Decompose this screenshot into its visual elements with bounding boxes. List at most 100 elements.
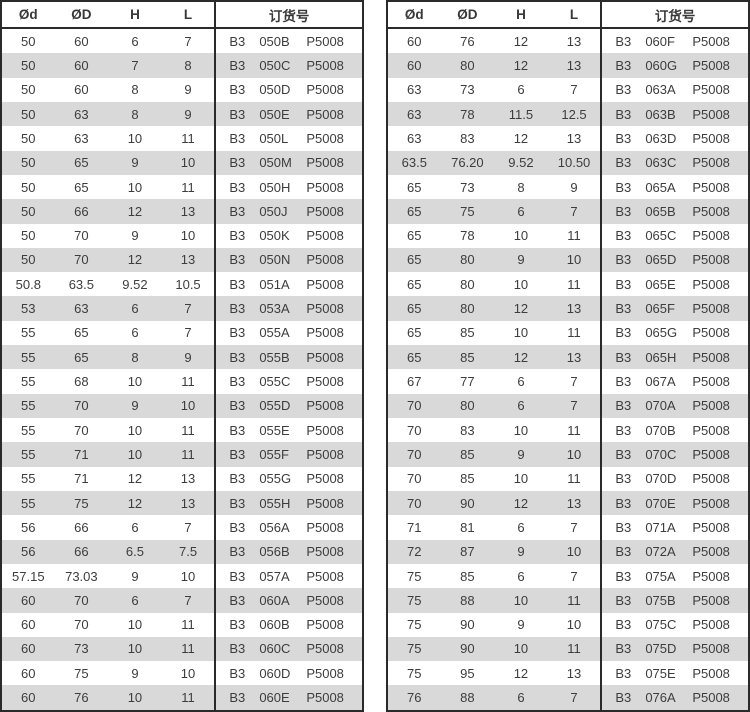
order-number: B3 050M P5008 xyxy=(217,155,362,171)
order-code: 050K xyxy=(259,228,290,244)
order-suffix: P5008 xyxy=(306,495,344,511)
cell-height: 12 xyxy=(513,33,529,49)
cell-order-number: B3 070D P5008 xyxy=(600,466,749,491)
cell-order-number: B3 055F P5008 xyxy=(214,442,363,467)
cell-length: 10 xyxy=(180,398,196,414)
order-number: B3 063A P5008 xyxy=(603,82,748,97)
cell-order-number: B3 070B P5008 xyxy=(600,418,749,443)
order-suffix: P5008 xyxy=(692,203,730,219)
order-number: B3 055B P5008 xyxy=(217,349,362,365)
order-suffix: P5008 xyxy=(692,349,730,365)
order-number: B3 072A P5008 xyxy=(603,544,748,560)
table-row: 50 60 7 8 B3 050C P5008 xyxy=(1,53,363,78)
cell-height: 10 xyxy=(513,228,529,244)
order-number: B3 075A P5008 xyxy=(603,568,748,584)
order-prefix: B3 xyxy=(229,33,246,49)
order-number: B3 075B P5008 xyxy=(603,592,748,608)
order-suffix: P5008 xyxy=(306,228,344,244)
cell-length: 11 xyxy=(181,130,195,146)
order-number: B3 060C P5008 xyxy=(217,641,362,656)
cell-outer-diameter: 70 xyxy=(74,422,89,438)
order-number: B3 065A P5008 xyxy=(603,180,748,195)
order-prefix: B3 xyxy=(229,617,246,633)
order-prefix: B3 xyxy=(229,544,246,560)
order-number: B3 060A P5008 xyxy=(217,593,362,608)
cell-height: 9.52 xyxy=(122,276,148,292)
cell-inner-diameter: 70 xyxy=(407,471,422,487)
cell-outer-diameter: 85 xyxy=(460,325,475,341)
order-suffix: P5008 xyxy=(692,228,730,244)
order-suffix: P5008 xyxy=(692,641,730,657)
cell-height: 12 xyxy=(127,252,143,268)
order-prefix: B3 xyxy=(615,592,632,608)
order-prefix: B3 xyxy=(615,690,632,706)
table-row: 50 60 8 9 B3 050D P5008 xyxy=(1,77,363,102)
table-row: 67 77 6 7 B3 067A P5008 xyxy=(387,369,749,394)
table-row: 55 71 12 13 B3 055G P5008 xyxy=(1,466,363,491)
order-code: 072A xyxy=(645,544,676,560)
table-row: 55 71 10 11 B3 055F P5008 xyxy=(1,442,363,467)
order-number: B3 065D P5008 xyxy=(603,252,748,267)
cell-height: 6 xyxy=(517,690,525,706)
table-row: 75 85 6 7 B3 075A P5008 xyxy=(387,563,749,589)
table-row: 50 65 10 11 B3 050H P5008 xyxy=(1,174,363,200)
cell-length: 7 xyxy=(184,325,192,341)
order-prefix: B3 xyxy=(229,130,246,146)
table-row: 70 83 10 11 B3 070B P5008 xyxy=(387,418,749,443)
order-suffix: P5008 xyxy=(306,276,344,292)
cell-inner-diameter: 70 xyxy=(407,422,422,438)
table-header: Ød ØD H L 订货号 xyxy=(387,1,749,29)
order-prefix: B3 xyxy=(229,422,246,438)
header-outer-diameter: ØD xyxy=(440,1,495,29)
header-row: Ød ØD H L 订货号 xyxy=(1,1,363,29)
cell-order-number: B3 055A P5008 xyxy=(214,320,363,346)
cell-inner-diameter: 55 xyxy=(21,446,36,462)
cell-height: 10 xyxy=(127,446,143,462)
cell-order-number: B3 050M P5008 xyxy=(214,150,363,175)
order-code: 075D xyxy=(645,641,677,657)
cell-inner-diameter: 50 xyxy=(21,130,36,146)
order-code: 065E xyxy=(645,276,676,292)
cell-inner-diameter: 65 xyxy=(407,349,422,365)
order-suffix: P5008 xyxy=(306,544,344,560)
cell-outer-diameter: 60 xyxy=(74,33,89,49)
order-prefix: B3 xyxy=(229,349,246,365)
order-suffix: P5008 xyxy=(306,155,344,171)
cell-length: 11 xyxy=(181,690,195,706)
order-prefix: B3 xyxy=(615,155,632,171)
order-suffix: P5008 xyxy=(692,471,730,487)
cell-inner-diameter: 60 xyxy=(21,617,36,633)
order-number: B3 050H P5008 xyxy=(217,180,362,195)
cell-order-number: B3 065H P5008 xyxy=(600,345,749,370)
order-number: B3 057A P5008 xyxy=(217,569,362,584)
table-row: 56 66 6.5 7.5 B3 056B P5008 xyxy=(1,539,363,564)
order-prefix: B3 xyxy=(615,617,632,633)
cell-inner-diameter: 65 xyxy=(407,276,422,292)
order-number: B3 060G P5008 xyxy=(603,58,748,73)
order-number: B3 065G P5008 xyxy=(603,325,748,340)
order-number: B3 076A P5008 xyxy=(603,690,748,706)
table-body: 50 60 6 7 B3 050B P5008 50 60 7 8 B3 050… xyxy=(1,28,363,711)
order-number: B3 053A P5008 xyxy=(217,301,362,316)
cell-inner-diameter: 60 xyxy=(407,57,422,73)
table-row: 72 87 9 10 B3 072A P5008 xyxy=(387,539,749,564)
cell-height: 10 xyxy=(127,690,143,706)
cell-order-number: B3 053A P5008 xyxy=(214,296,363,321)
cell-outer-diameter: 77 xyxy=(460,374,475,390)
order-code: 065B xyxy=(645,203,676,219)
order-code: 075A xyxy=(645,568,676,584)
order-suffix: P5008 xyxy=(692,155,730,171)
table-row: 75 90 9 10 B3 075C P5008 xyxy=(387,612,749,637)
cell-inner-diameter: 50 xyxy=(21,155,36,171)
cell-height: 12 xyxy=(127,495,143,511)
cell-length: 13 xyxy=(566,301,582,317)
cell-outer-diameter: 75 xyxy=(74,495,89,511)
order-number: B3 055H P5008 xyxy=(217,495,362,511)
cell-outer-diameter: 65 xyxy=(74,325,89,341)
cell-order-number: B3 055H P5008 xyxy=(214,490,363,516)
cell-order-number: B3 071A P5008 xyxy=(600,515,749,540)
cell-length: 7.5 xyxy=(178,544,198,560)
cell-outer-diameter: 65 xyxy=(74,349,89,365)
cell-length: 10 xyxy=(180,568,196,584)
order-number: B3 050K P5008 xyxy=(217,228,362,244)
